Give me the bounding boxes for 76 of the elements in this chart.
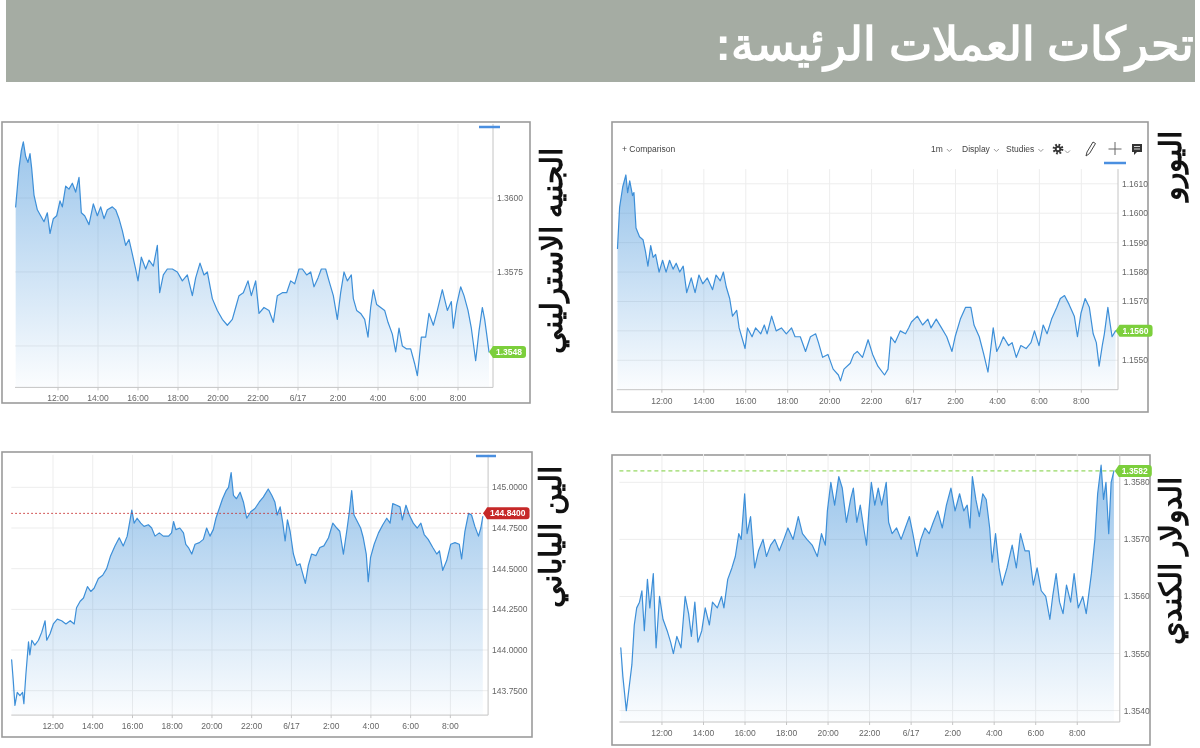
y-tick-label: 1.3550	[1123, 648, 1151, 659]
x-tick-label: 12:00	[47, 393, 69, 404]
x-tick-label: 18:00	[777, 395, 799, 406]
x-tick-label: 6:00	[1031, 395, 1048, 406]
x-tick-label: 6/17	[289, 393, 307, 404]
x-tick-label: 18:00	[775, 728, 798, 738]
x-tick-label: 4:00	[985, 728, 1003, 738]
chart-title: اليورو	[1153, 131, 1189, 203]
y-tick-label: 144.7500	[492, 523, 528, 534]
x-tick-label: 14:00	[82, 721, 104, 732]
x-tick-label: 6:00	[1027, 728, 1045, 738]
text: Display	[962, 144, 991, 154]
x-tick-label: 14:00	[87, 393, 109, 404]
y-tick-label: 145.0000	[492, 482, 528, 493]
x-tick-label: 22:00	[860, 395, 883, 406]
x-tick-label: 12:00	[42, 721, 64, 732]
x-tick-label: 2:00	[322, 721, 340, 732]
x-tick-label: 20:00	[207, 393, 229, 404]
x-tick-label: 12:00	[651, 728, 673, 738]
y-tick-label: 144.2500	[492, 604, 528, 615]
x-tick-label: 6/17	[905, 395, 923, 406]
x-tick-label: 6/17	[283, 721, 300, 732]
x-tick-label: 6:00	[402, 721, 420, 732]
x-tick-label: 2:00	[944, 728, 962, 738]
x-tick-label: 16:00	[734, 728, 756, 738]
x-tick-label: 18:00	[161, 721, 184, 732]
text: تحركات العملات الرئيسة:	[715, 18, 1195, 72]
x-tick-label: 20:00	[817, 728, 839, 738]
y-tick-label: 1.1600	[1122, 208, 1149, 219]
y-tick-label: 1.3560	[1123, 591, 1151, 602]
text: الجنيه الاسترليني	[534, 147, 570, 355]
x-tick-label: 4:00	[362, 721, 380, 732]
x-tick-label: 6/17	[902, 728, 920, 738]
x-tick-label: 14:00	[693, 395, 715, 406]
y-tick-label: 144.0000	[492, 645, 528, 656]
x-tick-label: 2:00	[947, 395, 965, 406]
x-tick-label: 22:00	[247, 393, 269, 404]
y-tick-label: 1.3600	[497, 192, 524, 203]
y-tick-label: 1.1590	[1122, 237, 1149, 248]
y-tick-label: 1.1550	[1122, 355, 1149, 366]
x-tick-label: 20:00	[819, 395, 841, 406]
y-tick-label: 1.3540	[1123, 705, 1151, 716]
y-tick-label: 1.1610	[1122, 178, 1149, 189]
x-tick-label: 4:00	[369, 393, 387, 404]
annotation: 1.1560	[1122, 325, 1149, 336]
x-tick-label: 2:00	[329, 393, 347, 404]
text: الين الياباني	[533, 465, 569, 609]
x-tick-label: 16:00	[121, 721, 144, 732]
x-tick-label: 16:00	[127, 393, 149, 404]
x-tick-label: 8:00	[442, 721, 459, 732]
x-tick-label: 6:00	[409, 393, 427, 404]
ref-line-label: 1.3582	[1121, 465, 1149, 476]
y-tick-label: 1.3570	[1123, 534, 1151, 545]
x-tick-label: 4:00	[989, 395, 1006, 406]
x-tick-label: 8:00	[1073, 395, 1090, 406]
x-tick-label: 12:00	[651, 395, 673, 406]
x-tick-label: 8:00	[1068, 728, 1086, 738]
y-tick-label: 1.3575	[497, 266, 524, 277]
y-tick-label: 1.1570	[1122, 296, 1149, 307]
x-tick-label: 14:00	[692, 728, 715, 738]
x-tick-label: 22:00	[858, 728, 881, 738]
ref-line-label: 144.8400	[490, 508, 526, 519]
text: 1m	[931, 144, 943, 154]
x-tick-label: 18:00	[167, 393, 189, 404]
x-tick-label: 20:00	[201, 721, 223, 732]
text: + Comparison	[622, 144, 676, 154]
text: الدولار الكندي	[1153, 476, 1189, 646]
y-tick-label: 143.7500	[492, 685, 528, 696]
y-tick-label: 1.3580	[1123, 477, 1151, 488]
y-tick-label: 144.5000	[492, 563, 528, 574]
x-tick-label: 22:00	[241, 721, 263, 732]
x-tick-label: 8:00	[449, 393, 467, 404]
annotation: 1.3548	[496, 346, 523, 357]
y-tick-label: 1.1580	[1122, 267, 1149, 278]
text: Studies	[1006, 144, 1035, 154]
x-tick-label: 16:00	[735, 395, 757, 406]
